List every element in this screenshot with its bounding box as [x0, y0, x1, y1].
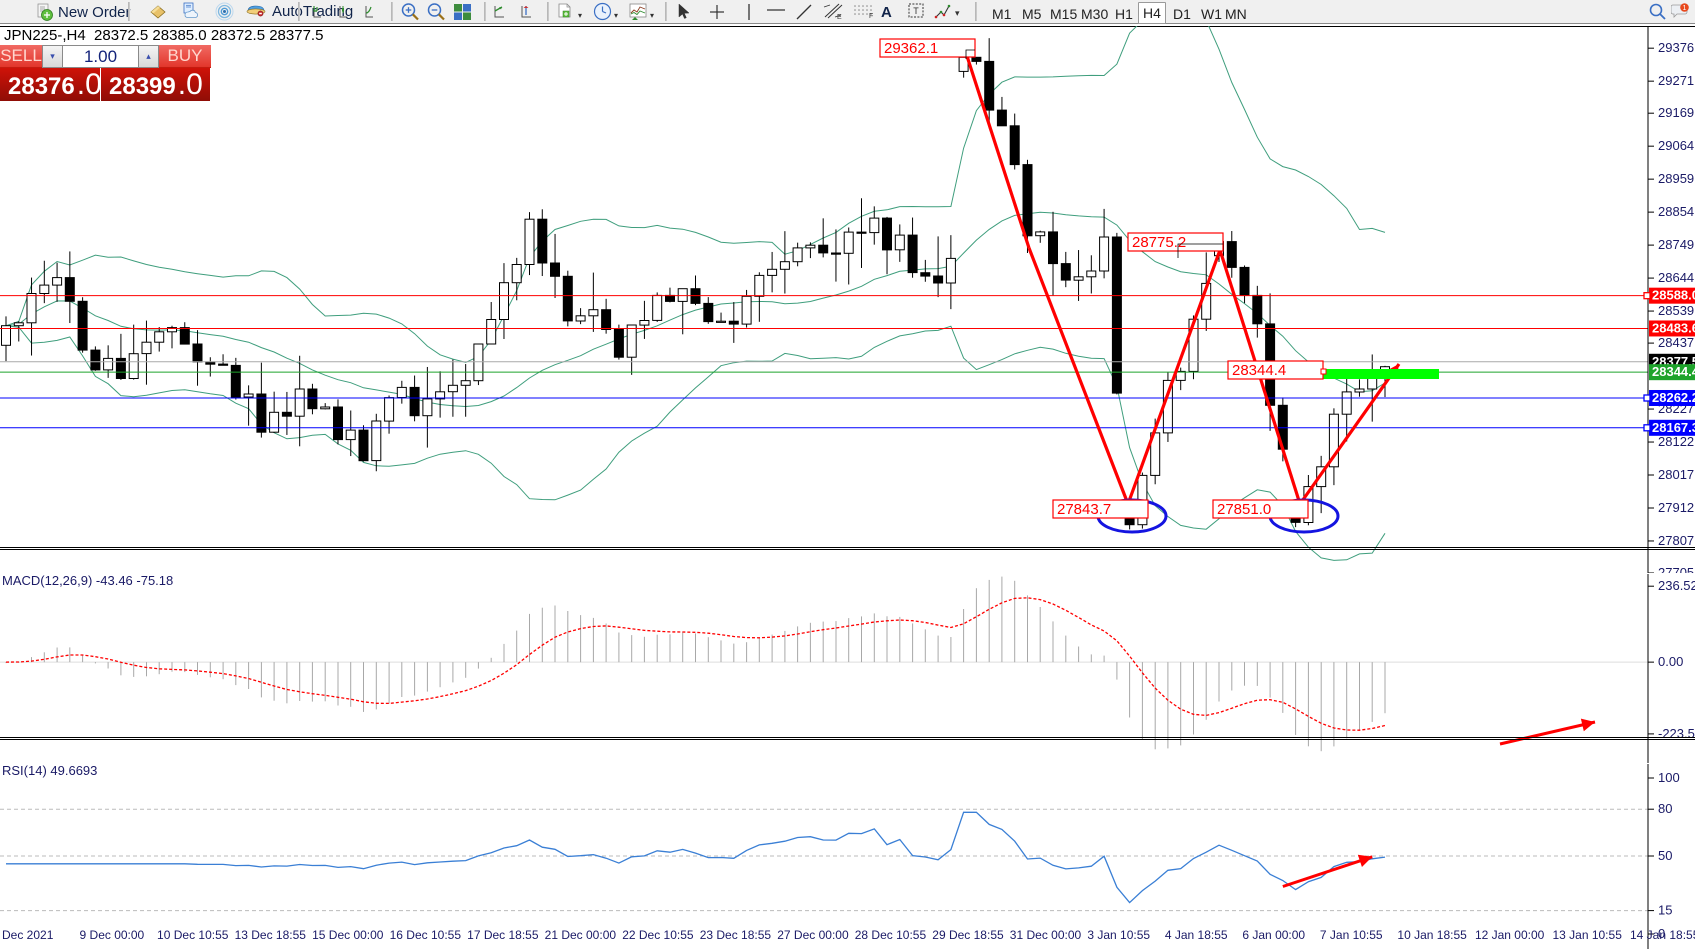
- svg-text:29064.0: 29064.0: [1658, 138, 1695, 153]
- svg-text:28344.4: 28344.4: [1652, 364, 1695, 379]
- svg-text:27705.0: 27705.0: [1658, 565, 1695, 573]
- svg-text:29271.0: 29271.0: [1658, 73, 1695, 88]
- svg-text:28539.0: 28539.0: [1658, 303, 1695, 318]
- svg-text:E: E: [837, 14, 842, 20]
- svg-text:1: 1: [1683, 5, 1687, 12]
- svg-text:0.00: 0.00: [1658, 654, 1683, 669]
- svg-text:236.52: 236.52: [1658, 578, 1695, 593]
- svg-text:29376.0: 29376.0: [1658, 40, 1695, 55]
- svg-text:29362.1: 29362.1: [884, 40, 938, 57]
- svg-text:MACD(12,26,9) -43.46 -75.18: MACD(12,26,9) -43.46 -75.18: [2, 574, 173, 588]
- svg-text:27807.0: 27807.0: [1658, 533, 1695, 548]
- svg-text:28017.0: 28017.0: [1658, 467, 1695, 482]
- svg-text:28122.0: 28122.0: [1658, 434, 1695, 449]
- svg-text:50: 50: [1658, 848, 1672, 863]
- svg-text:15: 15: [1658, 903, 1672, 918]
- svg-text:28588.0: 28588.0: [1652, 288, 1695, 303]
- svg-text:28854.0: 28854.0: [1658, 204, 1695, 219]
- svg-text:28167.3: 28167.3: [1652, 420, 1695, 435]
- svg-text:RSI(14) 49.6693: RSI(14) 49.6693: [2, 764, 97, 778]
- svg-text:28483.6: 28483.6: [1652, 320, 1695, 335]
- svg-text:27851.0: 27851.0: [1217, 501, 1271, 518]
- svg-text:28344.4: 28344.4: [1232, 362, 1286, 379]
- svg-text:80: 80: [1658, 801, 1672, 816]
- svg-text:28644.0: 28644.0: [1658, 270, 1695, 285]
- svg-text:27843.7: 27843.7: [1057, 501, 1111, 518]
- svg-text:100: 100: [1658, 770, 1680, 785]
- svg-text:29169.0: 29169.0: [1658, 105, 1695, 120]
- svg-text:T: T: [913, 6, 919, 16]
- svg-text:28437.0: 28437.0: [1658, 335, 1695, 350]
- svg-text:28262.2: 28262.2: [1652, 390, 1695, 405]
- svg-text:F: F: [869, 13, 873, 18]
- svg-text:28749.0: 28749.0: [1658, 237, 1695, 252]
- svg-text:28959.0: 28959.0: [1658, 171, 1695, 186]
- svg-text:27912.0: 27912.0: [1658, 500, 1695, 515]
